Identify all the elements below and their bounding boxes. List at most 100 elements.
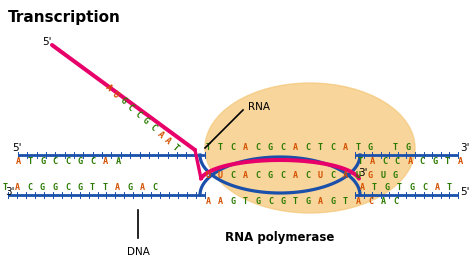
Text: DNA: DNA	[127, 247, 149, 257]
Text: T: T	[170, 143, 180, 153]
Text: U: U	[206, 171, 210, 179]
Text: A: A	[115, 183, 120, 193]
Text: G: G	[268, 171, 273, 179]
Text: G: G	[255, 197, 261, 207]
Text: C: C	[65, 157, 71, 167]
Text: G: G	[393, 171, 398, 179]
Text: C: C	[91, 157, 96, 167]
Text: C: C	[393, 197, 398, 207]
Text: 5': 5'	[42, 37, 52, 47]
Text: A: A	[243, 143, 248, 151]
Text: U: U	[381, 171, 385, 179]
Text: G: G	[405, 143, 410, 151]
Text: C: C	[422, 183, 427, 193]
Text: G: G	[128, 183, 133, 193]
Text: RNA polymerase: RNA polymerase	[225, 232, 335, 244]
Text: T: T	[343, 197, 348, 207]
Text: A: A	[318, 197, 323, 207]
Text: C: C	[230, 143, 236, 151]
Text: U: U	[356, 171, 361, 179]
Text: T: T	[397, 183, 402, 193]
Text: Transcription: Transcription	[8, 10, 121, 25]
Text: T: T	[393, 143, 398, 151]
Text: G: G	[368, 143, 373, 151]
Text: G: G	[330, 197, 336, 207]
Text: C: C	[383, 157, 388, 167]
Text: U: U	[110, 90, 120, 100]
Text: A: A	[115, 157, 120, 167]
Text: A: A	[381, 197, 385, 207]
Text: T: T	[372, 183, 377, 193]
Text: C: C	[230, 171, 236, 179]
Text: G: G	[432, 157, 438, 167]
Text: T: T	[318, 143, 323, 151]
Text: T: T	[445, 157, 450, 167]
Text: G: G	[78, 157, 83, 167]
Text: C: C	[65, 183, 70, 193]
Text: A: A	[243, 171, 248, 179]
Text: A: A	[206, 197, 210, 207]
Text: T: T	[356, 143, 361, 151]
Text: G: G	[281, 197, 285, 207]
Text: G: G	[230, 197, 236, 207]
Text: 3': 3'	[5, 187, 15, 197]
Text: 5': 5'	[460, 187, 470, 197]
Text: A: A	[293, 143, 298, 151]
Text: A: A	[15, 183, 20, 193]
Text: C: C	[281, 171, 285, 179]
Text: G: G	[53, 183, 57, 193]
Text: A: A	[356, 197, 361, 207]
Text: C: C	[126, 103, 135, 113]
Text: C: C	[306, 171, 310, 179]
Text: T: T	[90, 183, 95, 193]
Text: U: U	[218, 171, 223, 179]
Text: C: C	[27, 183, 33, 193]
Text: A: A	[359, 183, 365, 193]
Text: A: A	[343, 143, 348, 151]
Text: 3': 3'	[358, 168, 367, 178]
Text: A: A	[103, 83, 113, 93]
Text: A: A	[163, 136, 173, 146]
Text: T: T	[447, 183, 452, 193]
Text: C: C	[255, 143, 261, 151]
Text: G: G	[118, 96, 128, 106]
Text: A: A	[155, 130, 165, 140]
Text: G: G	[368, 171, 373, 179]
Text: C: C	[330, 171, 336, 179]
Text: C: C	[420, 157, 425, 167]
Text: T: T	[102, 183, 108, 193]
Text: T: T	[243, 197, 248, 207]
Text: C: C	[330, 143, 336, 151]
Text: T: T	[293, 197, 298, 207]
Text: C: C	[153, 183, 157, 193]
Text: T: T	[357, 157, 363, 167]
Text: C: C	[368, 197, 373, 207]
Text: T: T	[2, 183, 8, 193]
Text: G: G	[306, 197, 310, 207]
Text: T: T	[28, 157, 33, 167]
Text: A: A	[15, 157, 21, 167]
Text: C: C	[255, 171, 261, 179]
Text: C: C	[395, 157, 400, 167]
Ellipse shape	[205, 83, 415, 213]
Text: G: G	[410, 183, 414, 193]
Text: A: A	[435, 183, 439, 193]
Text: C: C	[148, 123, 158, 133]
Text: C: C	[306, 143, 310, 151]
Text: A: A	[293, 171, 298, 179]
Text: G: G	[78, 183, 82, 193]
Text: G: G	[268, 143, 273, 151]
Text: 3': 3'	[460, 143, 470, 153]
Text: A: A	[218, 197, 223, 207]
Text: C: C	[281, 143, 285, 151]
Text: G: G	[384, 183, 390, 193]
Text: C: C	[53, 157, 58, 167]
Text: T: T	[218, 143, 223, 151]
Text: RNA: RNA	[248, 102, 270, 112]
Text: 5': 5'	[12, 143, 21, 153]
Text: G: G	[40, 183, 45, 193]
Text: A: A	[370, 157, 375, 167]
Text: C: C	[133, 109, 143, 120]
Text: C: C	[268, 197, 273, 207]
Text: A: A	[457, 157, 463, 167]
